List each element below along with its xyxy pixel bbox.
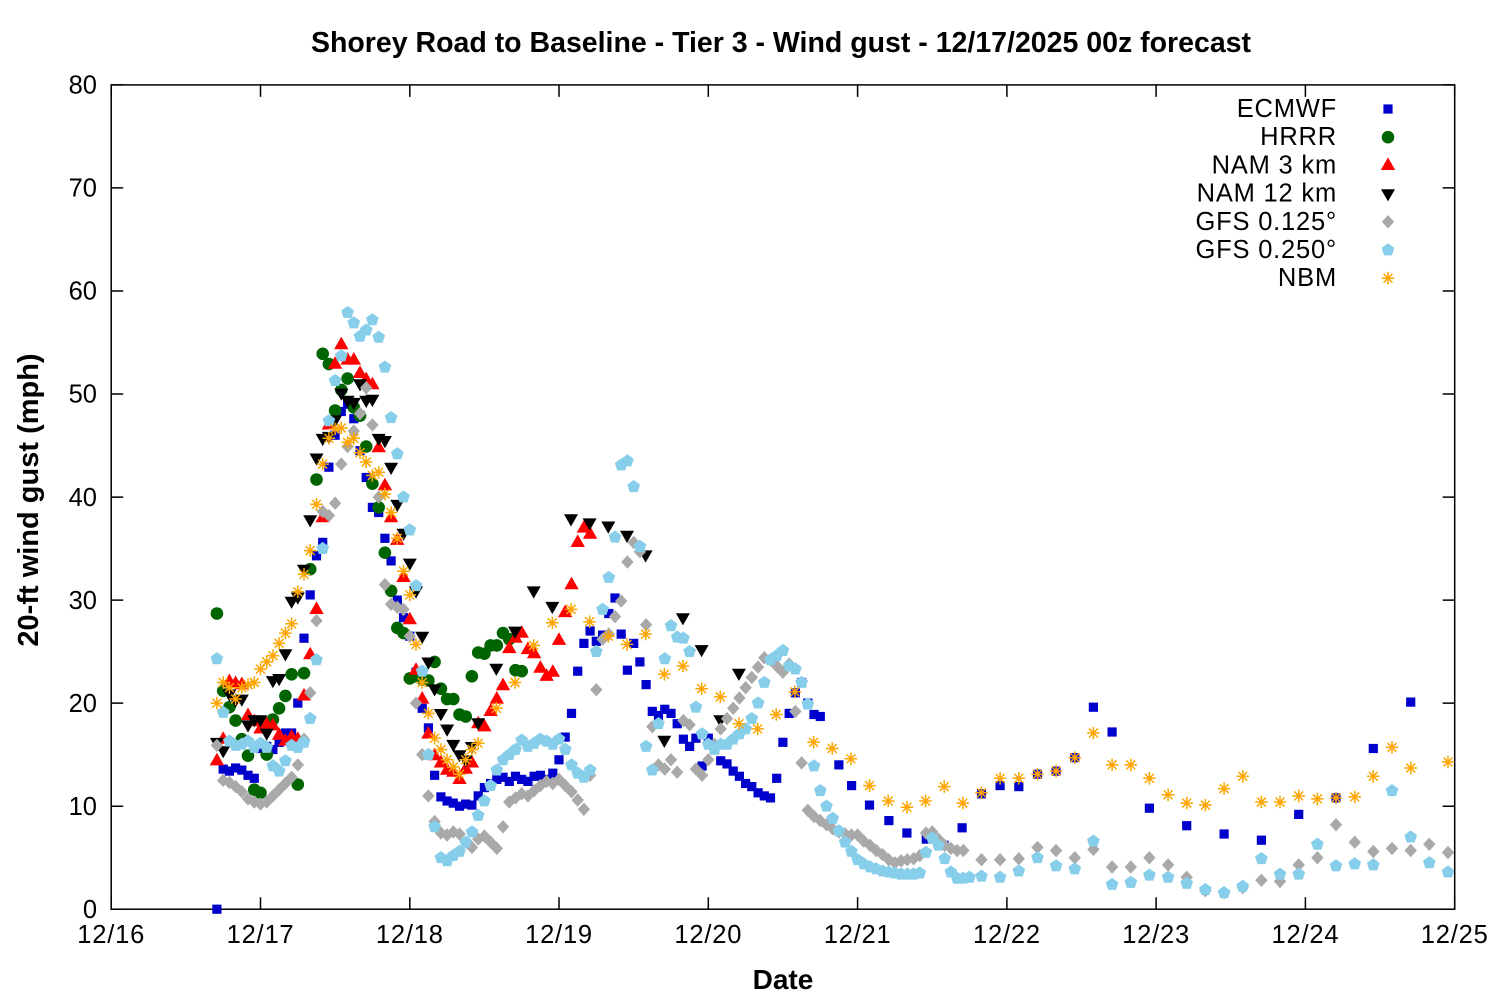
- svg-text:20-ft wind gust (mph): 20-ft wind gust (mph): [13, 353, 45, 646]
- svg-text:12/18: 12/18: [376, 921, 444, 949]
- svg-text:12/19: 12/19: [525, 921, 593, 949]
- svg-text:20: 20: [69, 690, 97, 718]
- svg-text:60: 60: [69, 278, 97, 306]
- svg-text:0: 0: [83, 896, 97, 924]
- svg-text:12/20: 12/20: [674, 921, 742, 949]
- svg-text:12/22: 12/22: [973, 921, 1041, 949]
- svg-text:80: 80: [69, 72, 97, 100]
- svg-text:12/25: 12/25: [1421, 921, 1489, 949]
- svg-text:ECMWF: ECMWF: [1237, 95, 1337, 123]
- svg-text:NAM 3 km: NAM 3 km: [1212, 151, 1337, 179]
- svg-text:12/23: 12/23: [1122, 921, 1190, 949]
- svg-text:12/21: 12/21: [824, 921, 892, 949]
- svg-text:50: 50: [69, 381, 97, 409]
- svg-text:30: 30: [69, 587, 97, 615]
- svg-text:NAM 12 km: NAM 12 km: [1197, 180, 1337, 208]
- svg-text:12/17: 12/17: [227, 921, 295, 949]
- svg-text:GFS 0.250°: GFS 0.250°: [1195, 236, 1337, 264]
- svg-text:Shorey Road to Baseline - Tier: Shorey Road to Baseline - Tier 3 - Wind …: [311, 27, 1252, 59]
- svg-text:Date: Date: [753, 964, 814, 995]
- svg-text:HRRR: HRRR: [1260, 123, 1337, 151]
- svg-text:NBM: NBM: [1278, 264, 1337, 292]
- svg-text:10: 10: [69, 793, 97, 821]
- svg-text:12/24: 12/24: [1271, 921, 1339, 949]
- svg-text:GFS 0.125°: GFS 0.125°: [1195, 208, 1337, 236]
- svg-text:70: 70: [69, 175, 97, 203]
- svg-text:40: 40: [69, 484, 97, 512]
- svg-text:12/16: 12/16: [77, 921, 145, 949]
